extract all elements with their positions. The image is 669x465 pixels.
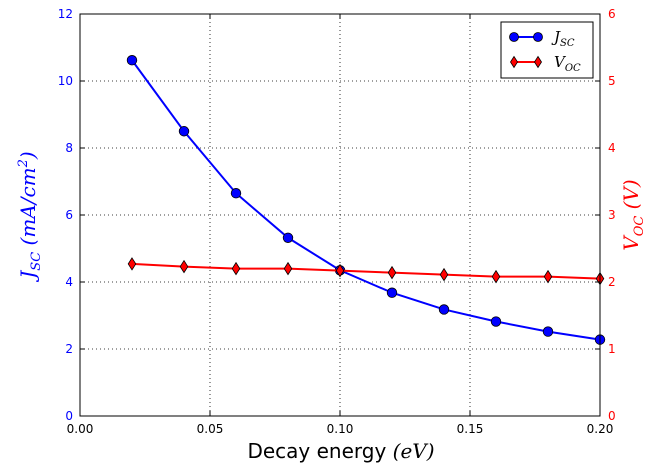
y-right-tick-label: 2 (608, 275, 616, 289)
y-left-label-sub: SC (29, 252, 44, 271)
x-tick-label: 0.05 (197, 422, 224, 436)
x-axis-label: Decay energy (eV) (247, 439, 434, 463)
x-tick-label: 0.15 (457, 422, 484, 436)
data-point-voc (387, 265, 397, 280)
y-right-label-main: V (619, 234, 643, 251)
series-layer (126, 55, 606, 345)
y-right-tick-label: 1 (608, 342, 616, 356)
y-left-label-unit: (mA/cm (16, 167, 40, 245)
x-tick-label: 0.00 (67, 422, 94, 436)
y-right-label-sub: OC (632, 216, 647, 237)
legend: JSC VOC (500, 21, 594, 79)
legend-voc-marker-right (534, 55, 542, 69)
y-right-tick-label: 4 (608, 141, 616, 155)
legend-jsc-main: J (551, 28, 561, 46)
y-right-tick-label: 6 (608, 7, 616, 21)
y-left-tick-label: 0 (65, 409, 73, 423)
x-axis-label-text: Decay energy (247, 439, 392, 463)
y-left-tick-label: 10 (58, 74, 73, 88)
legend-box (500, 21, 594, 79)
data-point-jsc (542, 326, 554, 337)
x-axis-label-unit: (eV) (393, 439, 435, 463)
x-tick-label: 0.20 (587, 422, 614, 436)
data-point-voc (335, 263, 345, 278)
legend-jsc-label: JSC (551, 28, 575, 49)
y-axis-right-label: VOC (V) (619, 179, 647, 250)
legend-voc-marker-left (510, 55, 518, 69)
data-point-voc (231, 261, 241, 276)
data-point-jsc (438, 304, 450, 315)
y-right-tick-label: 3 (608, 208, 616, 222)
data-point-voc (491, 269, 501, 284)
x-tick-label: 0.10 (327, 422, 354, 436)
legend-voc-label: VOC (554, 53, 581, 74)
grid-lines (80, 14, 600, 416)
y-axis-left-label: JSC (mA/cm2) (16, 151, 44, 282)
series-line-voc (131, 262, 601, 280)
y-left-tick-label: 4 (65, 275, 73, 289)
legend-jsc-sub: SC (560, 38, 575, 49)
data-point-voc (439, 267, 449, 282)
data-point-jsc (490, 316, 502, 327)
y-left-tick-label: 2 (65, 342, 73, 356)
y-right-tick-label: 5 (608, 74, 616, 88)
data-point-voc (127, 257, 137, 271)
y-left-label-sup: 2 (16, 159, 31, 168)
y-left-label-close: ) (16, 151, 40, 160)
data-point-jsc (230, 188, 242, 199)
legend-voc-sub: OC (565, 63, 581, 74)
data-point-voc (283, 261, 293, 276)
y-left-tick-label: 6 (65, 208, 73, 222)
data-point-jsc (126, 55, 138, 66)
data-point-jsc (386, 287, 398, 298)
legend-jsc-marker-right (533, 32, 543, 42)
y-left-tick-label: 8 (65, 141, 73, 155)
y-left-tick-label: 12 (58, 7, 73, 21)
data-point-jsc (178, 126, 190, 137)
y-right-label-unit: (V) (619, 179, 643, 209)
legend-voc-main: V (554, 53, 567, 71)
y-left-label-main: J (16, 270, 40, 283)
series-line-jsc (131, 59, 601, 341)
data-point-voc (179, 259, 189, 274)
data-point-voc (543, 269, 553, 284)
legend-jsc-marker-left (509, 32, 519, 42)
data-point-jsc (282, 232, 294, 243)
y-right-tick-label: 0 (608, 409, 616, 423)
